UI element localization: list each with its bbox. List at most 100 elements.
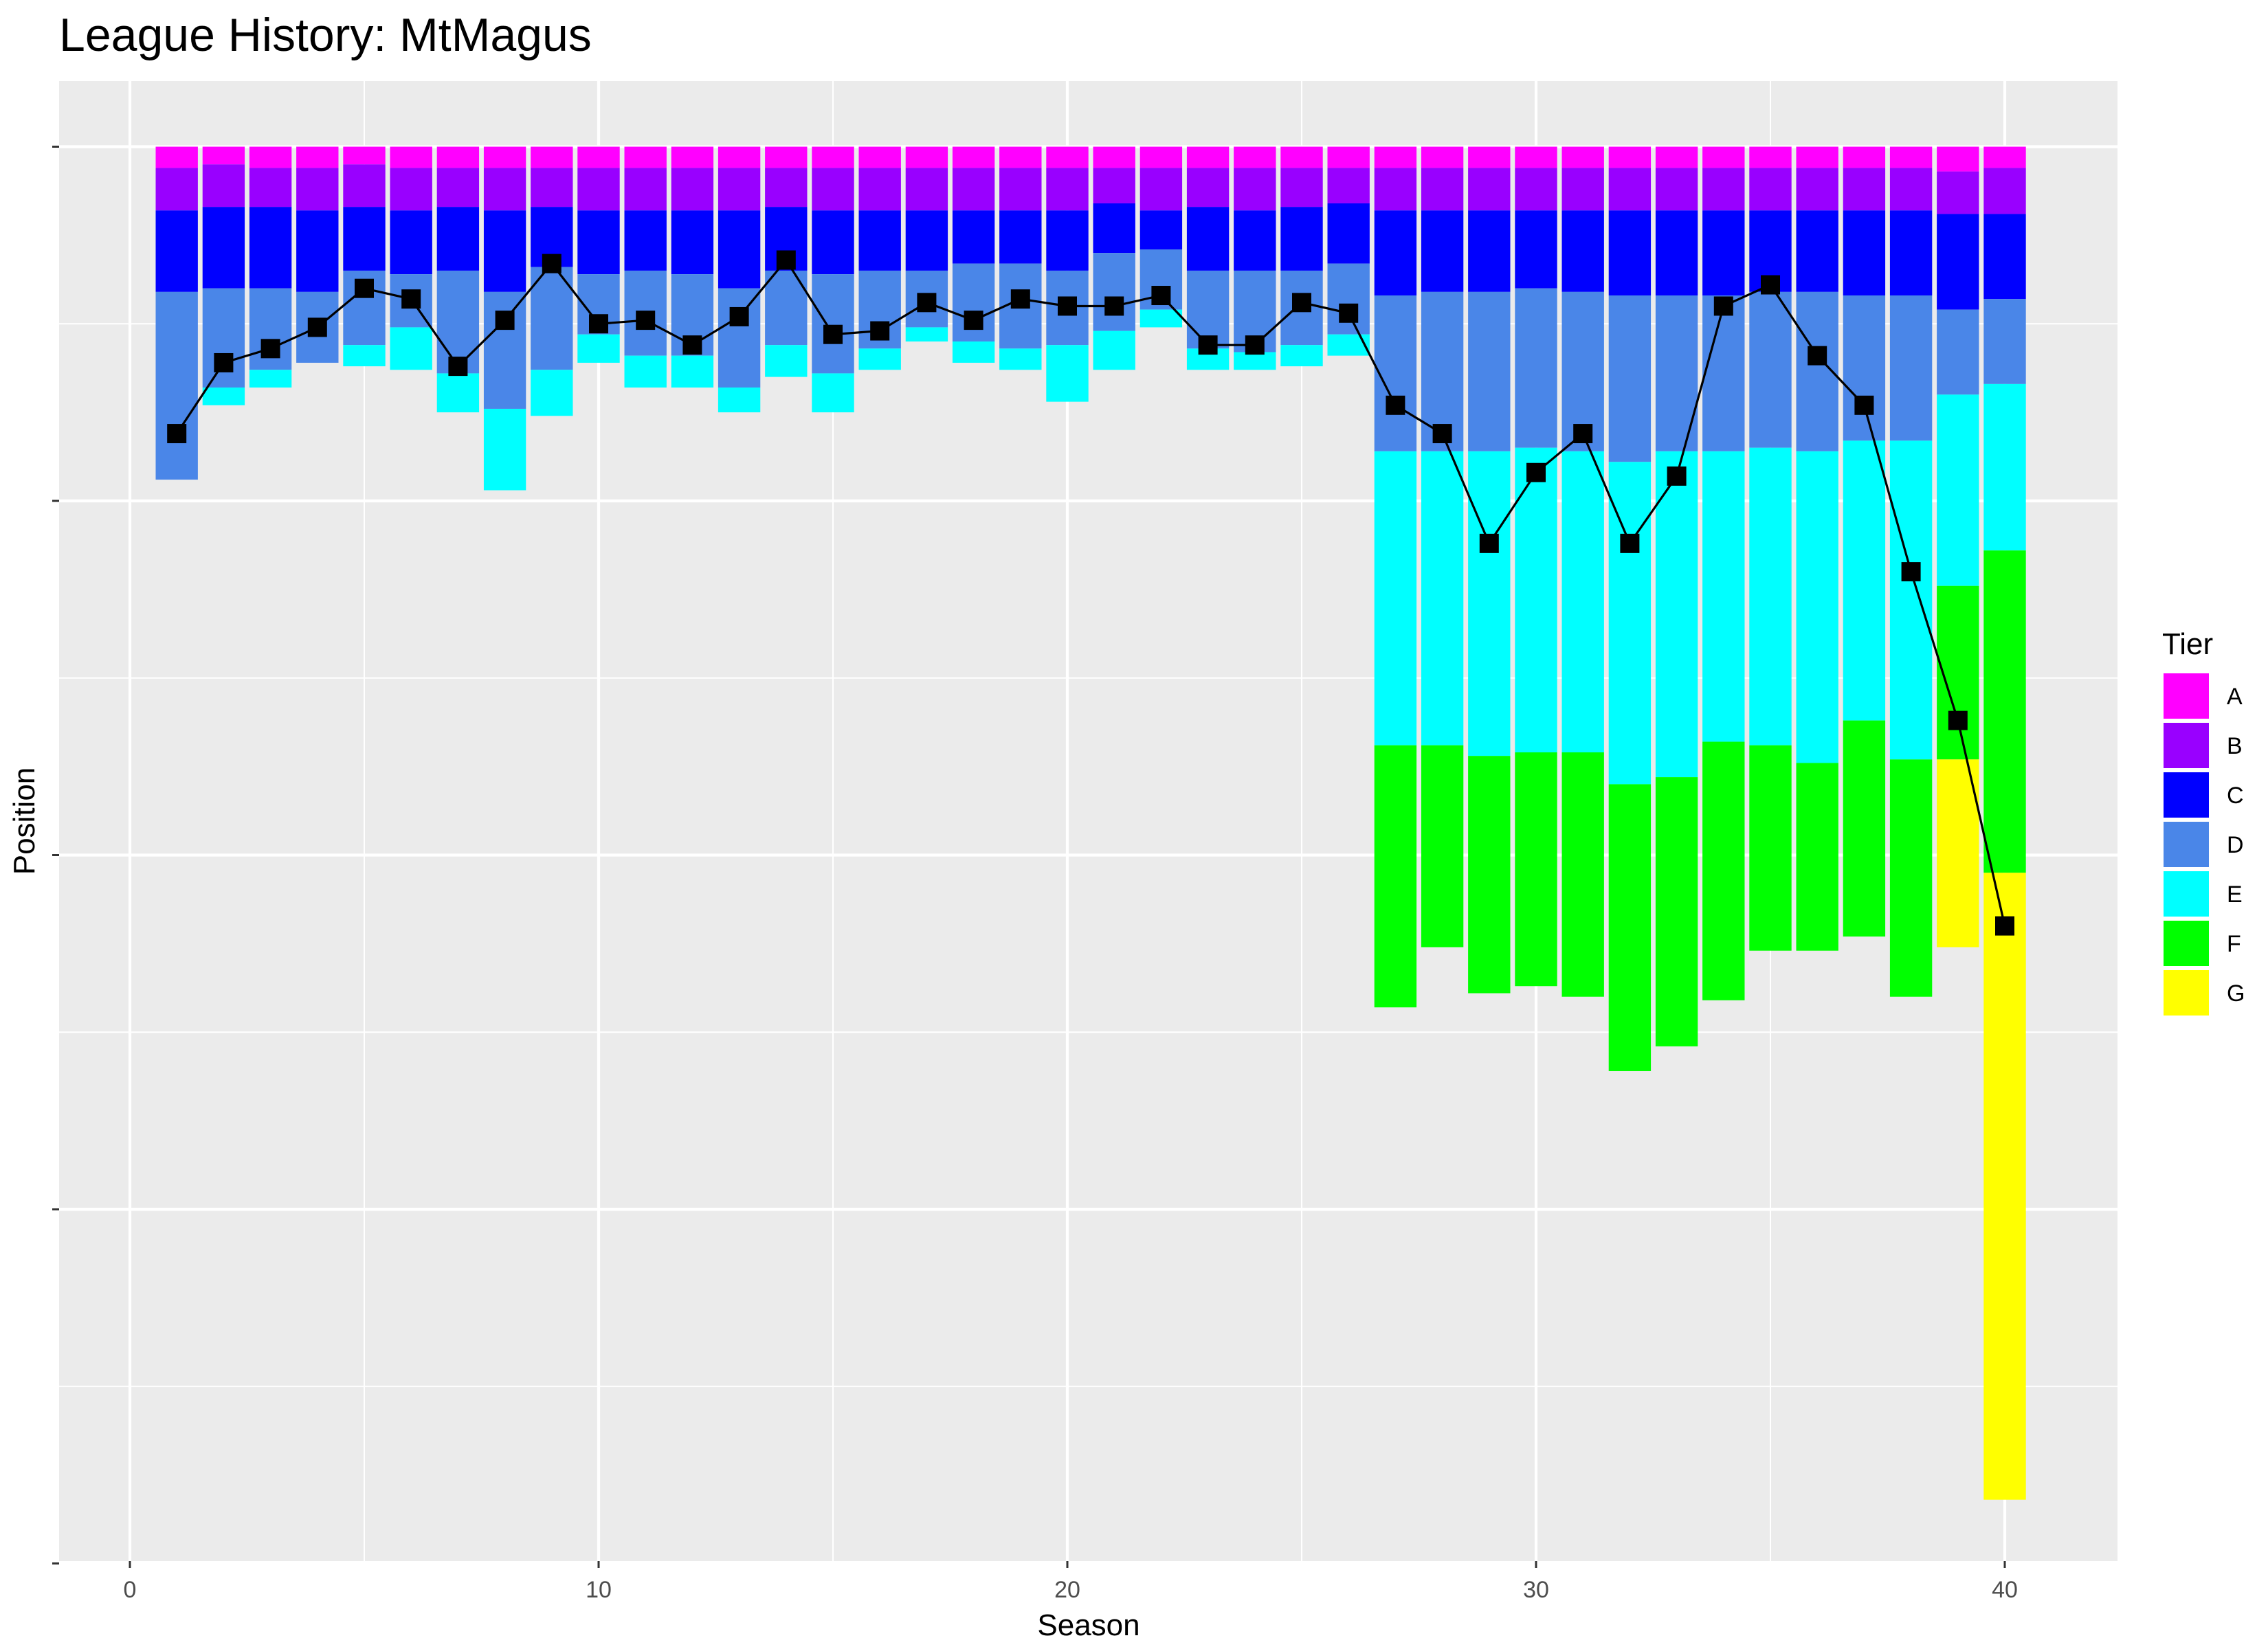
bar-segment-tier-e — [531, 370, 573, 416]
bar-segment-tier-b — [1093, 168, 1135, 203]
position-point — [1010, 289, 1030, 309]
position-point — [1339, 303, 1359, 323]
bar-segment-tier-b — [249, 168, 292, 207]
position-point — [1245, 335, 1265, 355]
legend-key-c — [2164, 772, 2209, 818]
bar-segment-tier-c — [1468, 210, 1511, 292]
bar-segment-tier-d — [1608, 295, 1652, 462]
bar-segment-tier-d — [1093, 253, 1135, 331]
bar-segment-tier-a — [1655, 146, 1698, 168]
bar-segment-tier-c — [1234, 210, 1276, 271]
bar-segment-tier-d — [1937, 309, 1979, 395]
position-point — [729, 306, 749, 326]
bar-segment-tier-b — [718, 168, 761, 211]
bar-segment-tier-c — [905, 210, 948, 271]
bar-segment-tier-g — [1937, 759, 1979, 947]
legend-label: A — [2227, 684, 2243, 710]
bar-segment-tier-d — [1983, 299, 2026, 384]
bar-segment-tier-b — [1186, 168, 1230, 207]
bar-segment-tier-c — [202, 207, 245, 289]
bar-segment-tier-a — [1937, 146, 1979, 172]
bar-segment-tier-b — [1655, 168, 1698, 211]
bar-segment-tier-b — [1561, 168, 1604, 211]
bar-segment-tier-b — [1702, 168, 1745, 211]
bar-segment-tier-d — [718, 288, 761, 388]
bar-segment-tier-d — [436, 270, 480, 374]
bar-segment-tier-c — [296, 210, 339, 292]
bar-segment-tier-b — [1374, 168, 1417, 211]
bar-segment-tier-d — [1749, 291, 1792, 448]
bar-segment-tier-b — [343, 164, 386, 207]
bar-segment-tier-a — [1186, 146, 1230, 168]
bars — [155, 146, 2026, 1500]
bar-segment-tier-f — [1843, 720, 1886, 937]
bar-segment-tier-a — [202, 146, 245, 165]
bar-segment-tier-c — [577, 210, 620, 275]
bar-segment-tier-a — [390, 146, 432, 168]
position-point — [1151, 286, 1171, 306]
bar-segment-tier-e — [1843, 440, 1886, 721]
position-point — [1667, 466, 1687, 486]
bar-segment-tier-c — [343, 207, 386, 271]
bar-segment-tier-c — [1327, 203, 1370, 264]
position-point — [1713, 296, 1733, 316]
bar-segment-tier-a — [1561, 146, 1604, 168]
position-point — [870, 321, 890, 341]
bar-segment-tier-f — [1655, 777, 1698, 1046]
bar-segment-tier-c — [1889, 210, 1933, 296]
bar-segment-tier-c — [436, 207, 480, 271]
bar-segment-tier-e — [1796, 451, 1838, 763]
bar-segment-tier-c — [483, 210, 526, 292]
bar-segment-tier-e — [1749, 447, 1792, 745]
bar-segment-tier-a — [1421, 146, 1464, 168]
bar-segment-tier-d — [202, 288, 245, 388]
position-point — [167, 424, 187, 444]
position-point — [495, 311, 515, 330]
axes: 0 10 20 30 40 — [52, 146, 2018, 1603]
legend-label: E — [2227, 882, 2243, 908]
bar-segment-tier-b — [1608, 168, 1652, 211]
x-tick-label: 10 — [586, 1577, 612, 1603]
bar-segment-tier-c — [1983, 214, 2026, 300]
bar-segment-tier-c — [390, 210, 432, 275]
bar-segment-tier-b — [1046, 168, 1089, 211]
position-point — [307, 317, 327, 337]
bar-segment-tier-b — [1468, 168, 1511, 211]
bar-segment-tier-c — [155, 210, 198, 292]
bar-segment-tier-a — [249, 146, 292, 168]
bar-segment-tier-a — [1280, 146, 1323, 168]
position-point — [542, 254, 562, 273]
position-point — [1761, 275, 1780, 295]
bar-segment-tier-f — [1421, 745, 1464, 947]
position-point — [1808, 346, 1827, 366]
bar-segment-tier-d — [1655, 295, 1698, 451]
x-tick-label: 40 — [1992, 1577, 2018, 1603]
legend-label: F — [2227, 931, 2241, 957]
bar-segment-tier-a — [1468, 146, 1511, 168]
bar-segment-tier-a — [765, 146, 808, 168]
bar-segment-tier-a — [155, 146, 198, 168]
bar-segment-tier-c — [1280, 207, 1323, 271]
bar-segment-tier-c — [624, 210, 667, 271]
bar-segment-tier-a — [999, 146, 1042, 168]
legend-label: B — [2227, 733, 2243, 759]
bar-segment-tier-f — [1374, 745, 1417, 1008]
legend-key-g — [2164, 970, 2209, 1016]
bar-segment-tier-e — [483, 408, 526, 491]
bar-segment-tier-d — [812, 274, 854, 374]
bar-segment-tier-b — [483, 168, 526, 211]
bar-segment-tier-c — [1561, 210, 1604, 292]
bar-segment-tier-a — [1374, 146, 1417, 168]
position-point — [260, 339, 280, 359]
position-point — [448, 357, 468, 377]
position-point — [917, 293, 937, 313]
position-point — [401, 289, 421, 309]
position-line — [175, 258, 2006, 926]
position-point — [1479, 533, 1499, 553]
position-point — [355, 278, 374, 298]
x-tick-label: 30 — [1523, 1577, 1549, 1603]
bar-segment-tier-c — [1515, 210, 1557, 289]
bar-segment-tier-a — [952, 146, 995, 168]
bar-segment-tier-a — [812, 146, 854, 168]
